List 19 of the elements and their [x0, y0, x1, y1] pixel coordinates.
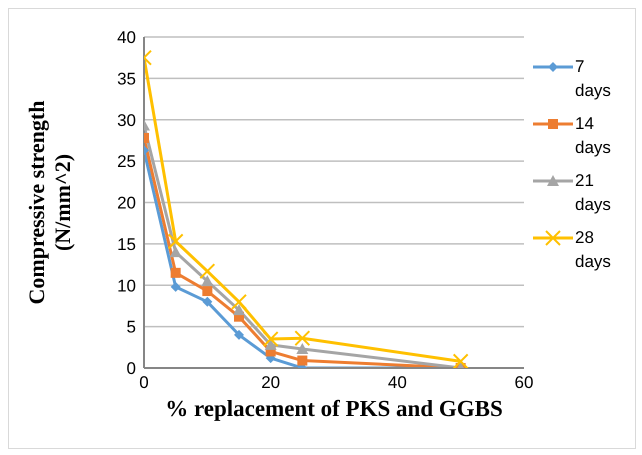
legend-label: 7 days — [575, 56, 611, 102]
legend-label: 28 days — [575, 227, 611, 273]
legend-label: 21 days — [575, 170, 611, 216]
x-axis-title: % replacement of PKS and GGBS — [165, 396, 503, 421]
y-tick-label: 25 — [117, 152, 136, 172]
x-tick-label: 0 — [139, 373, 149, 392]
y-tick-label: 15 — [117, 234, 136, 254]
y-tick-label: 0 — [126, 359, 136, 378]
y-tick-label: 20 — [117, 194, 136, 213]
x-tick-label: 20 — [261, 373, 280, 392]
x-tick-label: 60 — [514, 373, 534, 392]
y-tick-label: 30 — [117, 110, 136, 130]
y-axis-title: Compressive strength (N/mm^2) — [24, 100, 75, 304]
x-tick-label: 40 — [388, 373, 407, 392]
y-tick-label: 10 — [117, 276, 136, 296]
y-tick-label: 35 — [117, 69, 136, 88]
y-tick-label: 5 — [126, 318, 136, 337]
legend-label: 14 days — [575, 113, 611, 159]
y-tick-label: 40 — [117, 28, 136, 48]
